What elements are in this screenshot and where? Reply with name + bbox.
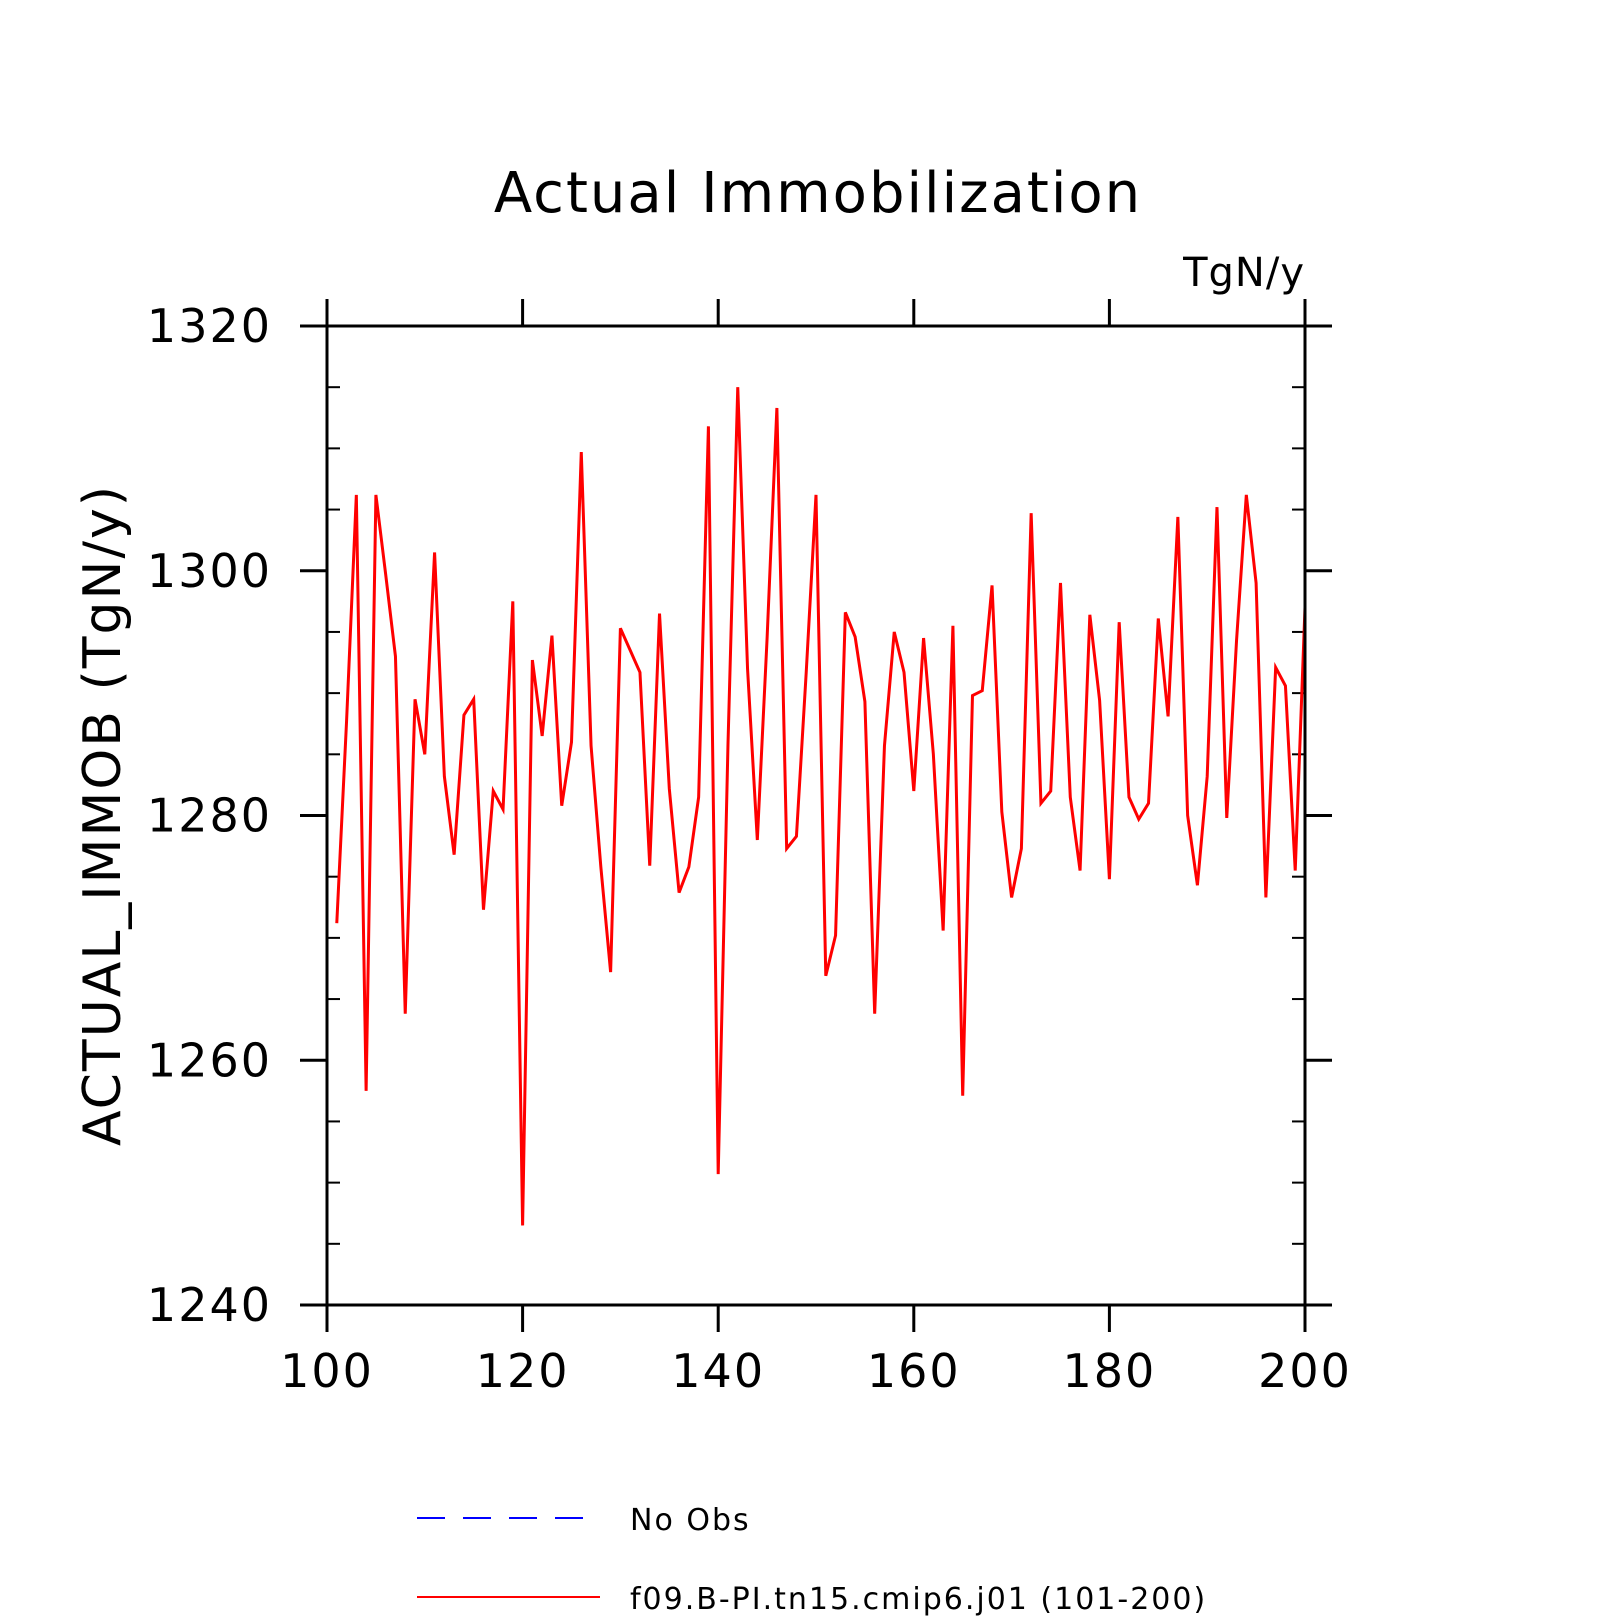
y-tick-label: 1260 xyxy=(147,1033,272,1087)
x-tick-label: 140 xyxy=(671,1344,765,1398)
data-series xyxy=(335,387,1307,1226)
y-tick-label: 1320 xyxy=(147,299,272,353)
x-tick-label: 180 xyxy=(1062,1344,1156,1398)
y-tick-label: 1280 xyxy=(147,789,272,843)
x-tick-label: 120 xyxy=(476,1344,570,1398)
x-tick-label: 100 xyxy=(280,1344,374,1398)
y-tick-label: 1300 xyxy=(147,544,272,598)
legend: No Obs f09.B-PI.tn15.cmip6.j01 (101-200) xyxy=(417,1503,1207,1617)
legend-label-model: f09.B-PI.tn15.cmip6.j01 (101-200) xyxy=(630,1582,1207,1617)
y-tick-label: 1240 xyxy=(147,1278,272,1332)
legend-label-no-obs: No Obs xyxy=(630,1503,751,1538)
y-axis-label: ACTUAL_IMMOB (TgN/y) xyxy=(73,484,133,1146)
axis-tick-labels: 1240 1260 1280 1300 1320 100 120 140 160 180 200 xyxy=(147,299,1352,1398)
x-tick-label: 200 xyxy=(1258,1344,1352,1398)
units-label: TgN/y xyxy=(1182,250,1305,296)
chart-title: Actual Immobilization xyxy=(494,161,1142,226)
x-tick-label: 160 xyxy=(867,1344,961,1398)
axis-ticks xyxy=(300,299,1332,1332)
series-line xyxy=(335,387,1307,1226)
plot-frame xyxy=(325,324,1307,1307)
